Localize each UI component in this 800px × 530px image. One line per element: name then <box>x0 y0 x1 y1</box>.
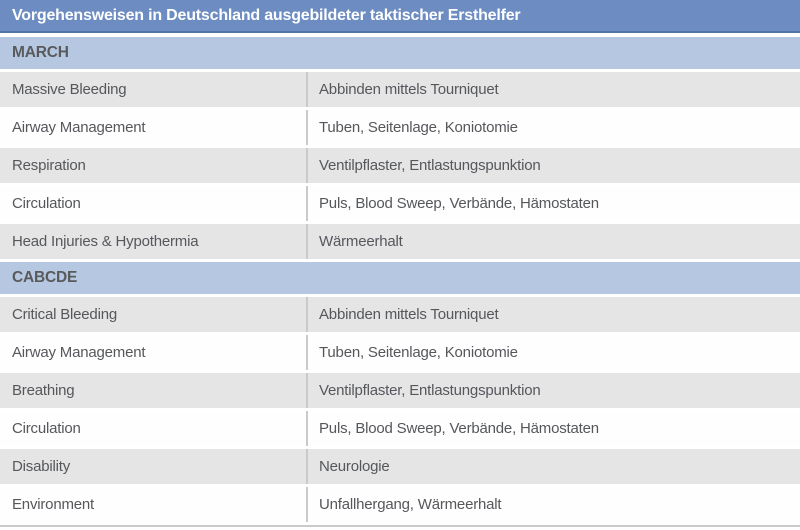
row-value: Ventilpflaster, Entlastungspunktion <box>319 382 541 399</box>
row-label: Respiration <box>0 148 308 183</box>
table-row: Airway Management Tuben, Seitenlage, Kon… <box>0 110 800 145</box>
section-header-march: MARCH <box>0 37 800 69</box>
table-row: Massive Bleeding Abbinden mittels Tourni… <box>0 72 800 107</box>
table-row: Disability Neurologie <box>0 449 800 484</box>
row-value: Wärmeerhalt <box>319 233 403 250</box>
row-value: Abbinden mittels Tourniquet <box>319 81 499 98</box>
row-label: Airway Management <box>0 110 308 145</box>
row-label: Head Injuries & Hypothermia <box>0 224 308 259</box>
table-title-bar: Vorgehensweisen in Deutschland ausgebild… <box>0 0 800 33</box>
table-bottom-border <box>0 525 800 527</box>
row-value: Ventilpflaster, Entlastungspunktion <box>319 157 541 174</box>
row-label: Environment <box>0 487 308 522</box>
table-title: Vorgehensweisen in Deutschland ausgebild… <box>12 6 521 24</box>
row-label: Breathing <box>0 373 308 408</box>
table-row: Circulation Puls, Blood Sweep, Verbände,… <box>0 411 800 446</box>
table-row: Head Injuries & Hypothermia Wärmeerhalt <box>0 224 800 259</box>
section-header-label: CABCDE <box>12 269 78 286</box>
row-label: Circulation <box>0 411 308 446</box>
table-row: Circulation Puls, Blood Sweep, Verbände,… <box>0 186 800 221</box>
table-row: Critical Bleeding Abbinden mittels Tourn… <box>0 297 800 332</box>
row-label: Critical Bleeding <box>0 297 308 332</box>
row-value: Abbinden mittels Tourniquet <box>319 306 499 323</box>
row-value: Tuben, Seitenlage, Koniotomie <box>319 344 518 361</box>
row-value: Puls, Blood Sweep, Verbände, Hämostaten <box>319 420 599 437</box>
row-label: Airway Management <box>0 335 308 370</box>
table-row: Airway Management Tuben, Seitenlage, Kon… <box>0 335 800 370</box>
row-label: Circulation <box>0 186 308 221</box>
row-label: Disability <box>0 449 308 484</box>
row-value: Neurologie <box>319 458 390 475</box>
row-value: Unfallhergang, Wärmeerhalt <box>319 496 502 513</box>
section-header-label: MARCH <box>12 44 69 61</box>
section-header-cabcde: CABCDE <box>0 262 800 294</box>
row-value: Puls, Blood Sweep, Verbände, Hämostaten <box>319 195 599 212</box>
table-row: Environment Unfallhergang, Wärmeerhalt <box>0 487 800 522</box>
row-value: Tuben, Seitenlage, Koniotomie <box>319 119 518 136</box>
row-label: Massive Bleeding <box>0 72 308 107</box>
table-row: Breathing Ventilpflaster, Entlastungspun… <box>0 373 800 408</box>
table-row: Respiration Ventilpflaster, Entlastungsp… <box>0 148 800 183</box>
